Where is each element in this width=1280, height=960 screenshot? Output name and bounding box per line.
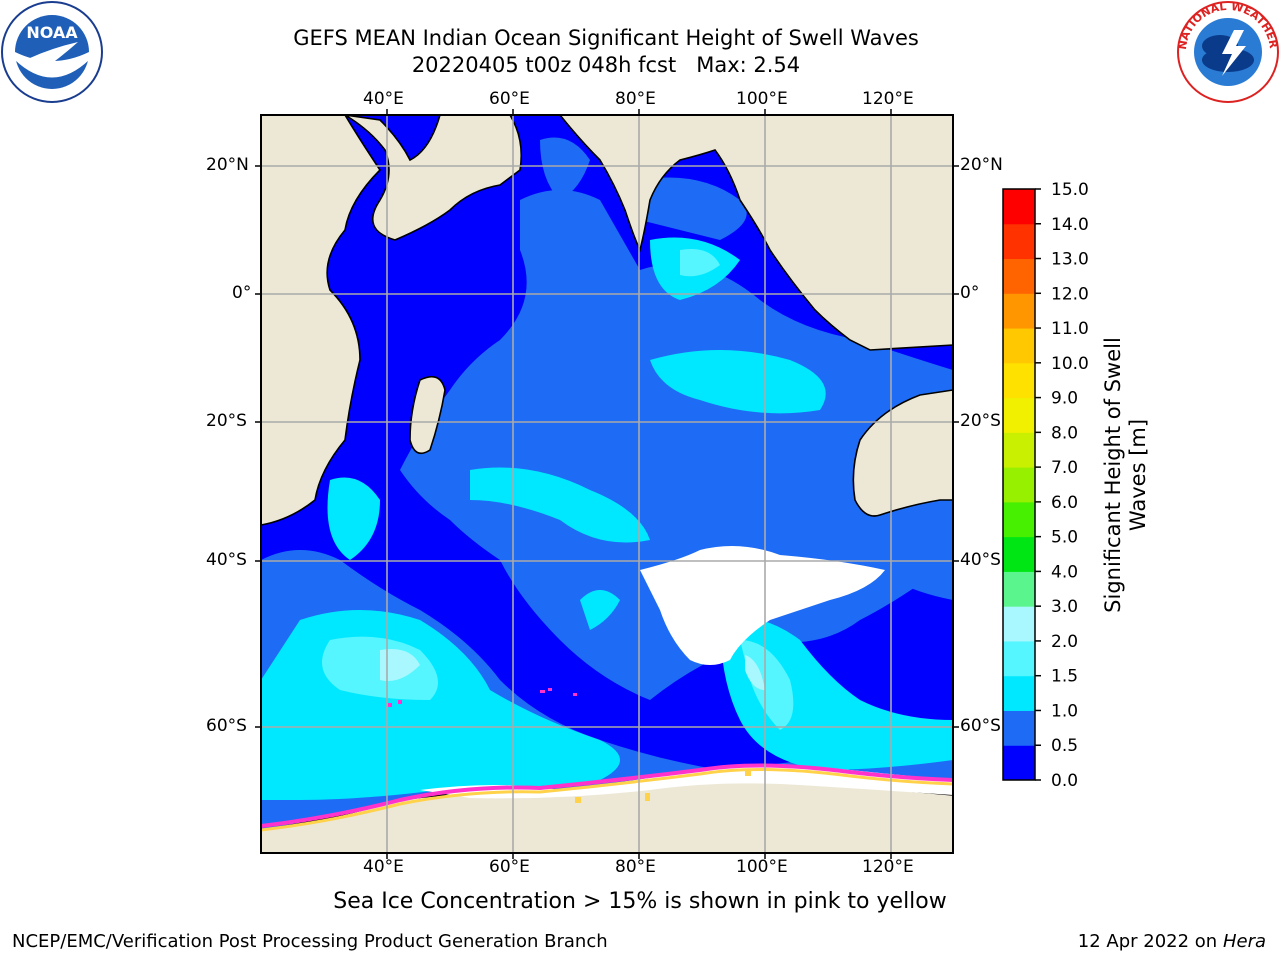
lat-label-left: 60°S (206, 716, 247, 736)
map-ticks (255, 109, 959, 859)
nws-logo: NATIONAL WEATHER SERVICE (0, 0, 1280, 103)
lat-label-left: 20°S (206, 411, 247, 431)
colorbar-tick-label: 7.0 (1051, 458, 1078, 478)
colorbar-tick-label: 0.5 (1051, 736, 1078, 756)
lon-label-bottom: 60°E (489, 857, 530, 877)
lon-label-top: 80°E (615, 89, 656, 109)
colorbar-tick-label: 14.0 (1051, 215, 1089, 235)
colorbar-tick-label: 1.0 (1051, 701, 1078, 721)
colorbar-tick-label: 6.0 (1051, 493, 1078, 513)
colorbar-segment (1003, 675, 1035, 711)
colorbar-segment (1003, 328, 1035, 364)
lat-label-right: 20°S (960, 411, 1001, 431)
colorbar-tick-label: 4.0 (1051, 562, 1078, 582)
sea-ice-note: Sea Ice Concentration > 15% is shown in … (333, 889, 947, 914)
colorbar-tick-label: 9.0 (1051, 389, 1078, 409)
colorbar-segment (1003, 432, 1035, 468)
chart-title: GEFS MEAN Indian Ocean Significant Heigh… (293, 26, 919, 50)
swell-band-2-0 (380, 649, 765, 690)
colorbar-tick-label: 11.0 (1051, 319, 1089, 339)
lon-label-top: 60°E (489, 89, 530, 109)
lat-label-right: 60°S (960, 716, 1001, 736)
colorbar: 0.0 0.5 1.0 1.5 2.0 3.0 4.0 5.0 6.0 7.0 8.0 9.0 10.0… (1002, 180, 1089, 791)
ice-speckles (388, 688, 577, 707)
colorbar-segment (1003, 293, 1035, 329)
lat-label-left: 20°N (206, 155, 249, 175)
colorbar-tick-label: 3.0 (1051, 597, 1078, 617)
colorbar-frame (1002, 188, 1036, 781)
colorbar-segment (1003, 223, 1035, 260)
colorbar-tick-label: 10.0 (1051, 354, 1089, 374)
map-frame (260, 114, 954, 854)
noaa-logo: NOAA (1, 1, 103, 103)
lon-label-bottom: 80°E (615, 857, 656, 877)
colorbar-label: Significant Height of Swell Waves [m] (1101, 337, 1150, 613)
colorbar-tick-label: 13.0 (1051, 250, 1089, 270)
colorbar-tick-label: 1.5 (1051, 667, 1078, 687)
colorbar-tick-label: 2.0 (1051, 632, 1078, 652)
lat-label-left: 40°S (206, 550, 247, 570)
footer-date: 12 Apr 2022 on Hera (1077, 931, 1266, 952)
lat-label-right: 0° (960, 283, 980, 303)
lat-label-left: 0° (232, 283, 252, 303)
graticule (261, 115, 953, 853)
lat-label-right: 20°N (960, 155, 1003, 175)
svg-text:NATIONAL WEATHER SERVICE: NATIONAL WEATHER SERVICE (0, 0, 1280, 53)
colorbar-segment (1003, 536, 1035, 572)
lon-label-top: 120°E (862, 89, 914, 109)
lon-label-bottom: 100°E (736, 857, 788, 877)
colorbar-segment (1003, 501, 1035, 538)
chart-subtitle: 20220405 t00z 048h fcst Max: 2.54 (411, 53, 801, 77)
colorbar-tick-label: 0.0 (1051, 771, 1078, 791)
footer-host: Hera (1222, 931, 1266, 952)
lon-label-top: 40°E (363, 89, 404, 109)
colorbar-tick-label: 5.0 (1051, 528, 1078, 548)
colorbar-segment (1003, 467, 1035, 503)
footer-branch: NCEP/EMC/Verification Post Processing Pr… (12, 931, 608, 952)
colorbar-tick-label: 12.0 (1051, 284, 1089, 304)
colorbar-segment (1003, 189, 1035, 225)
ice-speckles-yellow (575, 770, 751, 803)
lat-label-right: 40°S (960, 550, 1001, 570)
colorbar-segment (1003, 710, 1035, 746)
colorbar-segment (1003, 745, 1035, 781)
lon-label-bottom: 40°E (363, 857, 404, 877)
colorbar-segment (1003, 640, 1035, 677)
colorbar-segment (1003, 571, 1035, 607)
lon-label-top: 100°E (736, 89, 788, 109)
colorbar-segment (1003, 258, 1035, 294)
colorbar-tick-label: 8.0 (1051, 423, 1078, 443)
map-area (261, 115, 953, 853)
noaa-logo-text: NOAA (26, 23, 78, 42)
colorbar-segment (1003, 397, 1035, 433)
colorbar-segment (1003, 362, 1035, 399)
colorbar-segment (1003, 606, 1035, 642)
lon-label-bottom: 120°E (862, 857, 914, 877)
colorbar-tick-label: 15.0 (1051, 180, 1089, 200)
